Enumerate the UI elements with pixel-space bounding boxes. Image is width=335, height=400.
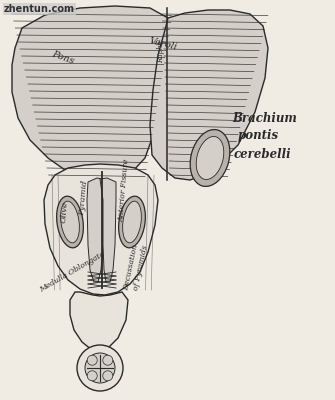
Text: Medulla Oblongata: Medulla Oblongata [38,250,106,294]
Ellipse shape [123,201,141,243]
Polygon shape [70,292,128,352]
Text: Raphé: Raphé [157,41,165,63]
Circle shape [85,353,115,383]
Text: Decussation: Decussation [122,244,140,292]
Polygon shape [44,164,158,295]
Ellipse shape [57,196,83,248]
Ellipse shape [119,196,145,248]
Text: Brachium: Brachium [232,112,297,124]
Text: cerebelli: cerebelli [234,148,292,160]
Text: Pons: Pons [50,50,75,66]
Text: pontis: pontis [238,130,279,142]
Circle shape [87,355,97,365]
Circle shape [103,355,113,365]
Text: of Pyramids: of Pyramids [132,245,149,291]
Ellipse shape [196,136,224,180]
Polygon shape [100,178,116,282]
Polygon shape [87,178,103,282]
Text: zhentun.com: zhentun.com [4,4,75,14]
Text: Pyramid: Pyramid [78,180,89,216]
Circle shape [103,371,113,381]
Ellipse shape [61,201,79,243]
Text: Anterior Fissure: Anterior Fissure [118,158,131,222]
Text: Varoli: Varoli [148,36,178,52]
Ellipse shape [190,130,230,186]
Polygon shape [150,10,268,180]
Circle shape [87,371,97,381]
Text: Olive: Olive [60,201,70,223]
Circle shape [77,345,123,391]
Polygon shape [12,6,172,180]
